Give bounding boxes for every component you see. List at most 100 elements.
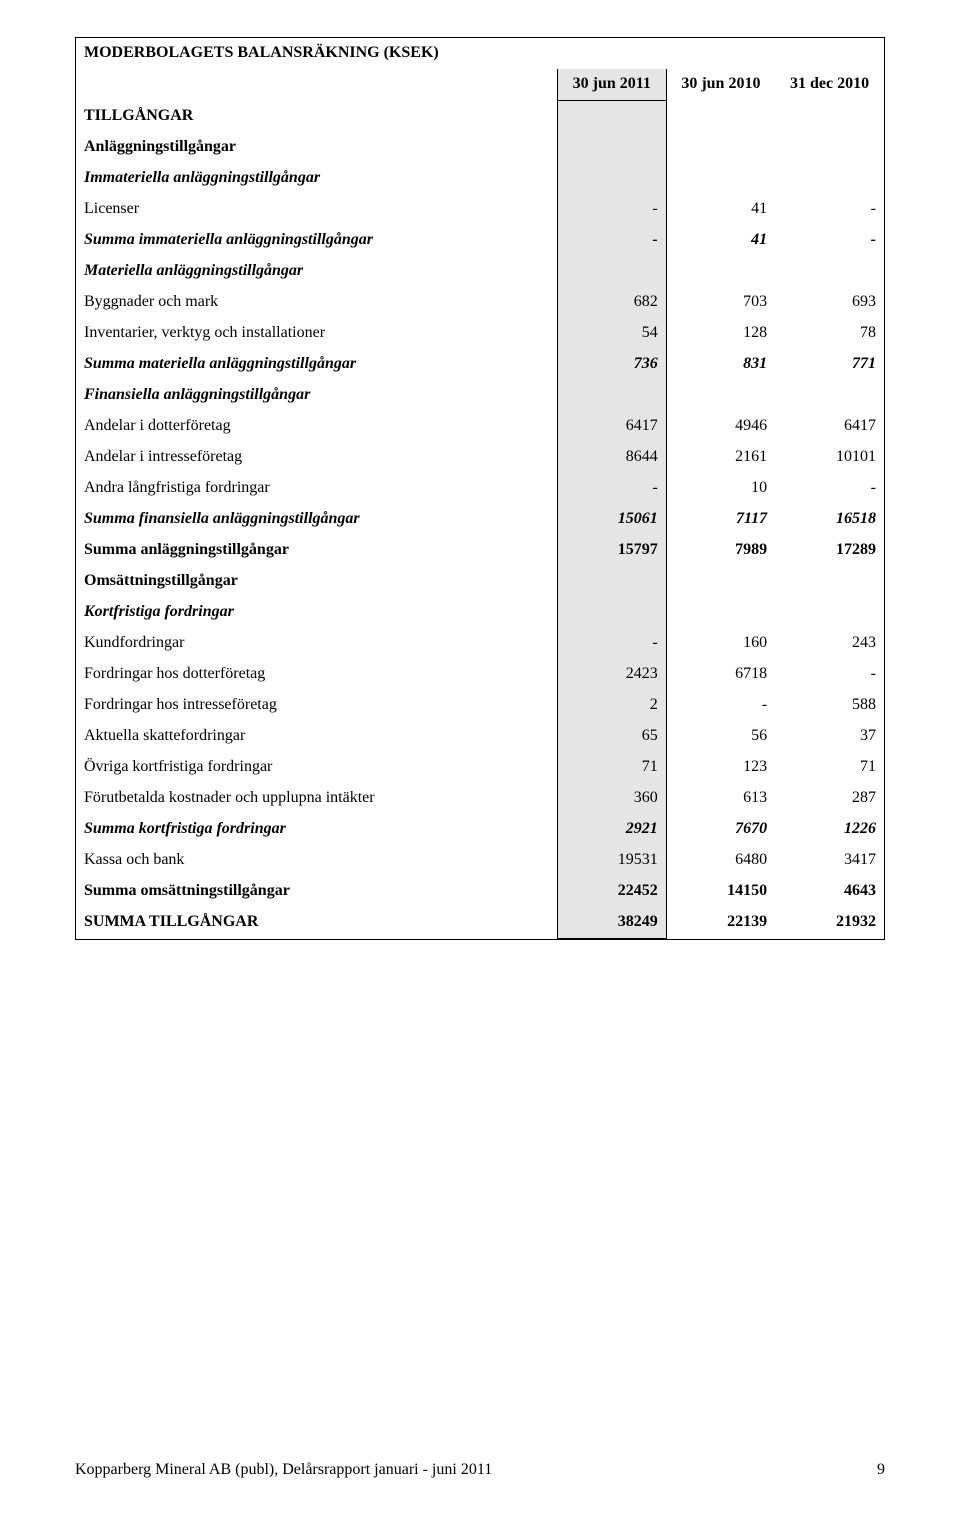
- table-title-row: MODERBOLAGETS BALANSRÄKNING (KSEK): [76, 38, 884, 69]
- row-label: Kortfristiga fordringar: [76, 597, 557, 628]
- cell-c2: 6480: [666, 845, 775, 876]
- row-label: Summa immateriella anläggningstillgångar: [76, 225, 557, 256]
- table-row: Inventarier, verktyg och installationer5…: [76, 318, 884, 349]
- cell-c1: 2423: [557, 659, 666, 690]
- cell-c1: 736: [557, 349, 666, 380]
- cell-c3: 4643: [775, 876, 884, 907]
- cell-c1: 65: [557, 721, 666, 752]
- cell-c3: 37: [775, 721, 884, 752]
- cell-c2: [666, 566, 775, 597]
- cell-c2: 14150: [666, 876, 775, 907]
- cell-c1: 8644: [557, 442, 666, 473]
- cell-c3: -: [775, 194, 884, 225]
- cell-c1: [557, 256, 666, 287]
- cell-c1: 6417: [557, 411, 666, 442]
- cell-c1: 2921: [557, 814, 666, 845]
- page-footer: Kopparberg Mineral AB (publ), Delårsrapp…: [75, 1461, 885, 1479]
- row-label: Andra långfristiga fordringar: [76, 473, 557, 504]
- cell-c1: 360: [557, 783, 666, 814]
- cell-c3: [775, 132, 884, 163]
- row-label: Summa materiella anläggningstillgångar: [76, 349, 557, 380]
- row-label: Byggnader och mark: [76, 287, 557, 318]
- row-label: Förutbetalda kostnader och upplupna intä…: [76, 783, 557, 814]
- row-label: Kundfordringar: [76, 628, 557, 659]
- cell-c1: 22452: [557, 876, 666, 907]
- cell-c3: 6417: [775, 411, 884, 442]
- row-label: Fordringar hos intresseföretag: [76, 690, 557, 721]
- table-row: Fordringar hos dotterföretag24236718-: [76, 659, 884, 690]
- cell-c1: 15061: [557, 504, 666, 535]
- row-label: Anläggningstillgångar: [76, 132, 557, 163]
- table-row: Licenser-41-: [76, 194, 884, 225]
- cell-c1: 19531: [557, 845, 666, 876]
- row-label: Kassa och bank: [76, 845, 557, 876]
- row-label: Finansiella anläggningstillgångar: [76, 380, 557, 411]
- column-header-row: 30 jun 2011 30 jun 2010 31 dec 2010: [76, 69, 884, 101]
- cell-c2: 7117: [666, 504, 775, 535]
- cell-c2: 10: [666, 473, 775, 504]
- cell-c1: 71: [557, 752, 666, 783]
- cell-c3: [775, 566, 884, 597]
- cell-c2: 831: [666, 349, 775, 380]
- cell-c1: -: [557, 225, 666, 256]
- cell-c1: 682: [557, 287, 666, 318]
- table-row: Summa materiella anläggningstillgångar73…: [76, 349, 884, 380]
- cell-c3: 1226: [775, 814, 884, 845]
- cell-c2: [666, 132, 775, 163]
- table-row: Aktuella skattefordringar655637: [76, 721, 884, 752]
- table-row: Kundfordringar-160243: [76, 628, 884, 659]
- cell-c3: 71: [775, 752, 884, 783]
- table-row: TILLGÅNGAR: [76, 101, 884, 132]
- table-row: Kassa och bank1953164803417: [76, 845, 884, 876]
- row-label: Aktuella skattefordringar: [76, 721, 557, 752]
- cell-c2: 7670: [666, 814, 775, 845]
- row-label: Summa omsättningstillgångar: [76, 876, 557, 907]
- cell-c1: 2: [557, 690, 666, 721]
- cell-c2: 613: [666, 783, 775, 814]
- table-row: Summa anläggningstillgångar1579779891728…: [76, 535, 884, 566]
- cell-c3: 771: [775, 349, 884, 380]
- empty-cell: [76, 69, 557, 101]
- cell-c2: 41: [666, 194, 775, 225]
- table-row: Andra långfristiga fordringar-10-: [76, 473, 884, 504]
- cell-c3: 287: [775, 783, 884, 814]
- table-row: Materiella anläggningstillgångar: [76, 256, 884, 287]
- table-row: Fordringar hos intresseföretag2-588: [76, 690, 884, 721]
- col-header-1: 30 jun 2011: [557, 69, 666, 101]
- cell-c3: [775, 380, 884, 411]
- row-label: Övriga kortfristiga fordringar: [76, 752, 557, 783]
- cell-c2: 2161: [666, 442, 775, 473]
- cell-c1: 54: [557, 318, 666, 349]
- cell-c3: [775, 597, 884, 628]
- cell-c2: [666, 380, 775, 411]
- table-row: Immateriella anläggningstillgångar: [76, 163, 884, 194]
- cell-c3: 17289: [775, 535, 884, 566]
- row-label: Immateriella anläggningstillgångar: [76, 163, 557, 194]
- row-label: Fordringar hos dotterföretag: [76, 659, 557, 690]
- col-header-2: 30 jun 2010: [666, 69, 775, 101]
- cell-c2: 7989: [666, 535, 775, 566]
- cell-c1: [557, 101, 666, 132]
- row-label: Materiella anläggningstillgångar: [76, 256, 557, 287]
- cell-c3: 10101: [775, 442, 884, 473]
- cell-c1: [557, 597, 666, 628]
- cell-c1: -: [557, 628, 666, 659]
- cell-c1: [557, 163, 666, 194]
- table-row: Summa omsättningstillgångar2245214150464…: [76, 876, 884, 907]
- cell-c2: [666, 163, 775, 194]
- row-label: Summa kortfristiga fordringar: [76, 814, 557, 845]
- footer-text: Kopparberg Mineral AB (publ), Delårsrapp…: [75, 1461, 492, 1479]
- cell-c2: 123: [666, 752, 775, 783]
- cell-c2: 6718: [666, 659, 775, 690]
- table-row: Förutbetalda kostnader och upplupna intä…: [76, 783, 884, 814]
- cell-c1: [557, 566, 666, 597]
- cell-c2: 160: [666, 628, 775, 659]
- balance-sheet-container: MODERBOLAGETS BALANSRÄKNING (KSEK) 30 ju…: [75, 37, 885, 940]
- cell-c3: [775, 163, 884, 194]
- balance-sheet-table: MODERBOLAGETS BALANSRÄKNING (KSEK) 30 ju…: [76, 38, 884, 939]
- cell-c2: [666, 101, 775, 132]
- cell-c2: [666, 597, 775, 628]
- cell-c1: 15797: [557, 535, 666, 566]
- cell-c2: 128: [666, 318, 775, 349]
- cell-c1: [557, 380, 666, 411]
